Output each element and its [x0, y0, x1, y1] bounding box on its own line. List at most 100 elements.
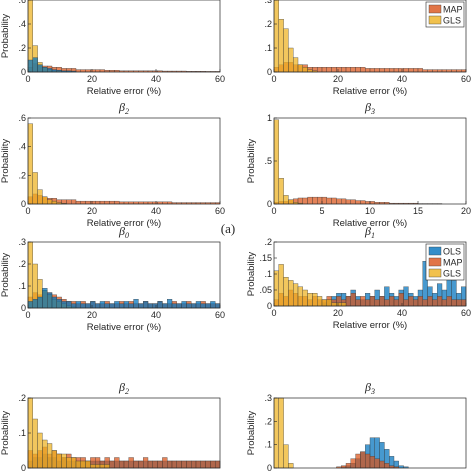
bar-map — [321, 196, 327, 205]
bar-map — [432, 299, 438, 307]
bar-map — [195, 460, 201, 469]
bar-ols — [152, 303, 158, 309]
bar-map — [422, 69, 428, 73]
y-tick-label: 0 — [267, 199, 272, 209]
bar-gls — [66, 457, 72, 469]
bar-map — [393, 299, 399, 307]
subplot-title-subscript: 3 — [370, 387, 375, 396]
y-axis-label: Probability — [0, 14, 11, 59]
bar-map — [162, 457, 168, 469]
legend-label-map: MAP — [443, 258, 463, 268]
bar-ols — [80, 303, 86, 309]
subplot-title-subscript: 3 — [370, 107, 375, 116]
bar-gls — [71, 457, 77, 469]
x-tick-label: 15 — [413, 206, 423, 216]
y-tick-label: .4 — [18, 19, 26, 29]
legend-label-gls: GLS — [443, 16, 461, 26]
bar-map — [384, 68, 390, 73]
bar-map — [167, 460, 173, 469]
bar-map — [360, 67, 366, 73]
bar-map — [451, 299, 457, 307]
bar-gls — [42, 439, 48, 469]
subplot-title: β1 — [364, 224, 375, 240]
bar-map — [403, 299, 409, 307]
bar-gls — [273, 270, 279, 307]
x-tick-label: 40 — [151, 74, 161, 84]
bar-gls — [51, 450, 57, 469]
bar-gls — [283, 28, 289, 73]
bar-gls — [278, 178, 284, 205]
bar-map — [80, 200, 86, 205]
bar-gls — [297, 64, 303, 73]
bar-gls — [273, 0, 279, 73]
axes-box — [273, 0, 467, 73]
bar-map — [408, 68, 414, 73]
subplot-title-subscript: 2 — [125, 107, 129, 116]
subplot-title: β0 — [118, 224, 129, 240]
bar-gls — [42, 196, 48, 205]
bar-map — [90, 69, 96, 73]
bar-gls — [95, 464, 101, 469]
bar-gls — [27, 123, 33, 205]
x-tick-label: 0 — [271, 206, 276, 216]
x-axis-label: Relative error (%) — [87, 218, 161, 229]
panel-a-label: (a) — [221, 221, 235, 236]
bar-map — [398, 293, 404, 307]
bar-gls — [32, 172, 38, 205]
bar-map — [355, 67, 361, 73]
y-tick-label: 0 — [21, 303, 26, 313]
y-tick-label: .3 — [18, 237, 26, 247]
bar-gls — [288, 280, 294, 307]
y-tick-label: .3 — [264, 0, 272, 5]
bar-map — [95, 69, 101, 73]
bar-map — [210, 460, 216, 469]
bar-ols — [195, 301, 201, 309]
bar-map — [75, 69, 81, 73]
bar-gls — [297, 286, 303, 307]
bar-ols — [71, 303, 77, 309]
bar-map — [307, 196, 313, 205]
bar-ols — [157, 301, 163, 309]
bar-ols — [210, 301, 216, 309]
bar-map — [152, 460, 158, 469]
bar-gls — [278, 397, 284, 469]
bar-map — [114, 457, 120, 469]
bar-map — [181, 460, 187, 469]
bar-map — [355, 200, 361, 205]
bar-map — [341, 67, 347, 73]
bar-ols — [32, 57, 38, 73]
x-tick-label: 40 — [397, 74, 407, 84]
bar-gls — [336, 302, 342, 307]
x-tick-label: 20 — [333, 308, 343, 318]
bar-ols — [133, 299, 139, 309]
bar-map — [369, 201, 375, 205]
subplot-title: β2 — [118, 100, 129, 116]
bar-map — [317, 67, 323, 73]
axes-box — [273, 117, 467, 205]
bar-map — [302, 197, 308, 205]
legend-swatch-gls — [428, 268, 442, 278]
subplot-b4: 0 .1 .2 .3 Probability β3 — [246, 380, 467, 473]
bar-map — [413, 68, 419, 73]
x-tick-label: 40 — [151, 206, 161, 216]
bar-map — [369, 68, 375, 73]
bar-ols — [37, 64, 43, 73]
bar-map — [350, 199, 356, 205]
x-tick-label: 20 — [87, 74, 97, 84]
bar-map — [379, 460, 385, 469]
bar-ols — [123, 301, 129, 309]
legend-swatch-map — [428, 4, 442, 14]
x-tick-label: 5 — [319, 206, 324, 216]
bar-map — [341, 198, 347, 205]
bar-map — [345, 296, 351, 307]
bar-map — [191, 460, 197, 469]
bar-map — [345, 463, 351, 469]
bar-map — [114, 200, 120, 205]
x-tick-label: 0 — [25, 206, 30, 216]
bar-ols — [47, 292, 53, 309]
bar-map — [350, 293, 356, 307]
axes-box — [27, 0, 221, 73]
bar-gls — [27, 241, 33, 309]
bar-map — [456, 69, 462, 73]
bar-map — [393, 68, 399, 73]
